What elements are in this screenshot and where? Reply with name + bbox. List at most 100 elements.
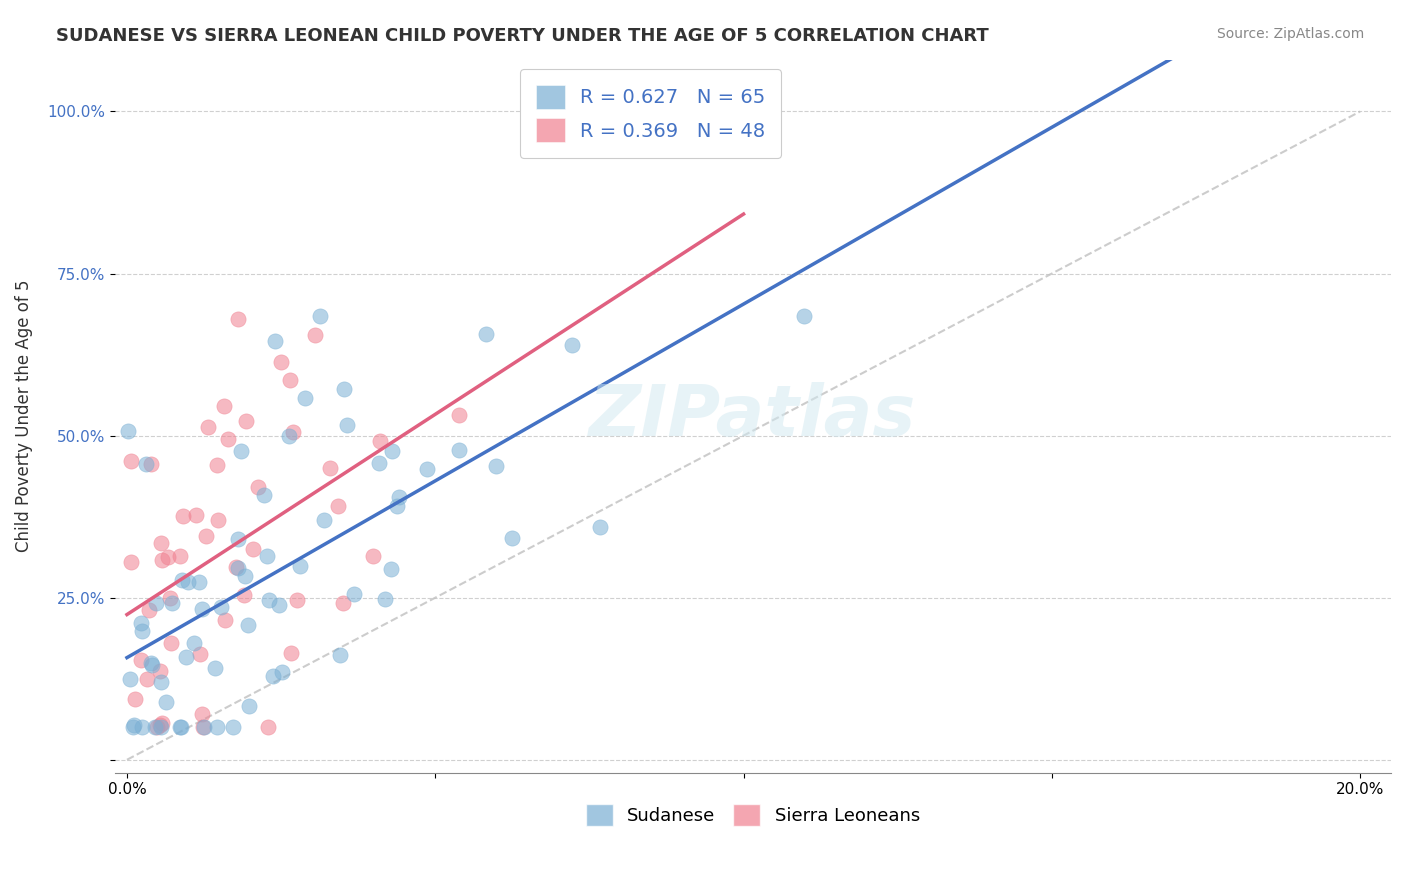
Sierra Leoneans (278, 373, 301, 387)
Sudanese (314, 513, 336, 527)
Sudanese (174, 649, 197, 664)
Sudanese (117, 425, 139, 439)
Sudanese (131, 720, 153, 734)
Sudanese (588, 520, 610, 534)
Sierra Leoneans (149, 664, 172, 678)
Sudanese (124, 718, 146, 732)
Sudanese (155, 695, 177, 709)
Sudanese (193, 720, 215, 734)
Sudanese (170, 720, 193, 734)
Sudanese (267, 598, 290, 612)
Sierra Leoneans (193, 720, 215, 734)
Text: ZIPatlas: ZIPatlas (589, 382, 917, 450)
Sierra Leoneans (285, 593, 308, 607)
Sierra Leoneans (120, 555, 142, 569)
Sierra Leoneans (135, 672, 157, 686)
Sierra Leoneans (124, 692, 146, 706)
Sudanese (169, 720, 191, 734)
Sudanese (190, 601, 212, 615)
Sudanese (278, 428, 301, 442)
Sudanese (143, 720, 166, 734)
Sierra Leoneans (242, 542, 264, 557)
Sierra Leoneans (184, 508, 207, 522)
Sierra Leoneans (363, 549, 385, 563)
Text: SUDANESE VS SIERRA LEONEAN CHILD POVERTY UNDER THE AGE OF 5 CORRELATION CHART: SUDANESE VS SIERRA LEONEAN CHILD POVERTY… (56, 27, 988, 45)
Sudanese (343, 587, 366, 601)
Sudanese (209, 599, 232, 614)
Sudanese (336, 417, 359, 432)
Sudanese (172, 573, 194, 587)
Sudanese (309, 309, 332, 323)
Sierra Leoneans (138, 602, 160, 616)
Sudanese (475, 326, 498, 341)
Sierra Leoneans (169, 549, 191, 563)
Sudanese (415, 462, 437, 476)
Sierra Leoneans (191, 706, 214, 721)
Sierra Leoneans (172, 509, 194, 524)
Sudanese (270, 665, 292, 680)
Sudanese (288, 558, 311, 573)
Sierra Leoneans (281, 425, 304, 440)
Sudanese (388, 490, 411, 504)
Sierra Leoneans (225, 560, 247, 574)
Sierra Leoneans (246, 480, 269, 494)
Sierra Leoneans (326, 500, 349, 514)
Sudanese (294, 391, 316, 405)
Sudanese (149, 720, 172, 734)
Sierra Leoneans (197, 419, 219, 434)
Sudanese (222, 720, 245, 734)
Sierra Leoneans (368, 434, 391, 448)
Sudanese (385, 500, 408, 514)
Sierra Leoneans (139, 457, 162, 471)
Sudanese (145, 596, 167, 610)
Sudanese (233, 568, 256, 582)
Sierra Leoneans (195, 529, 218, 543)
Sierra Leoneans (226, 311, 249, 326)
Sudanese (256, 549, 278, 564)
Sierra Leoneans (214, 613, 236, 627)
Sierra Leoneans (159, 591, 181, 605)
Sierra Leoneans (150, 553, 173, 567)
Sudanese (160, 596, 183, 610)
Sudanese (793, 309, 815, 323)
Sierra Leoneans (188, 647, 211, 661)
Sierra Leoneans (157, 550, 180, 565)
Sudanese (447, 442, 470, 457)
Sudanese (257, 592, 280, 607)
Sudanese (176, 574, 198, 589)
Sudanese (374, 591, 396, 606)
Sudanese (141, 657, 163, 672)
Text: Source: ZipAtlas.com: Source: ZipAtlas.com (1216, 27, 1364, 41)
Sudanese (485, 458, 508, 473)
Sudanese (183, 636, 205, 650)
Sierra Leoneans (235, 414, 257, 428)
Sierra Leoneans (319, 461, 342, 475)
Sudanese (122, 720, 145, 734)
Sierra Leoneans (232, 588, 254, 602)
Sudanese (120, 673, 142, 687)
Sierra Leoneans (280, 646, 302, 660)
Sierra Leoneans (149, 717, 172, 731)
Sudanese (262, 669, 284, 683)
Sudanese (381, 443, 404, 458)
Sierra Leoneans (447, 408, 470, 422)
Sierra Leoneans (150, 716, 173, 731)
Sudanese (238, 698, 260, 713)
Sierra Leoneans (332, 596, 354, 610)
Sudanese (135, 458, 157, 472)
Sierra Leoneans (217, 432, 239, 446)
Sierra Leoneans (120, 454, 142, 468)
Sierra Leoneans (270, 355, 292, 369)
Sierra Leoneans (207, 513, 229, 527)
Sudanese (329, 648, 352, 662)
Sudanese (253, 488, 276, 502)
Legend: Sudanese, Sierra Leoneans: Sudanese, Sierra Leoneans (576, 795, 929, 835)
Sudanese (236, 618, 259, 632)
Sierra Leoneans (304, 328, 326, 343)
Sierra Leoneans (212, 399, 235, 413)
Sierra Leoneans (149, 535, 172, 549)
Sudanese (368, 456, 391, 470)
Sudanese (264, 334, 287, 348)
Sierra Leoneans (256, 720, 278, 734)
Sudanese (204, 661, 226, 675)
